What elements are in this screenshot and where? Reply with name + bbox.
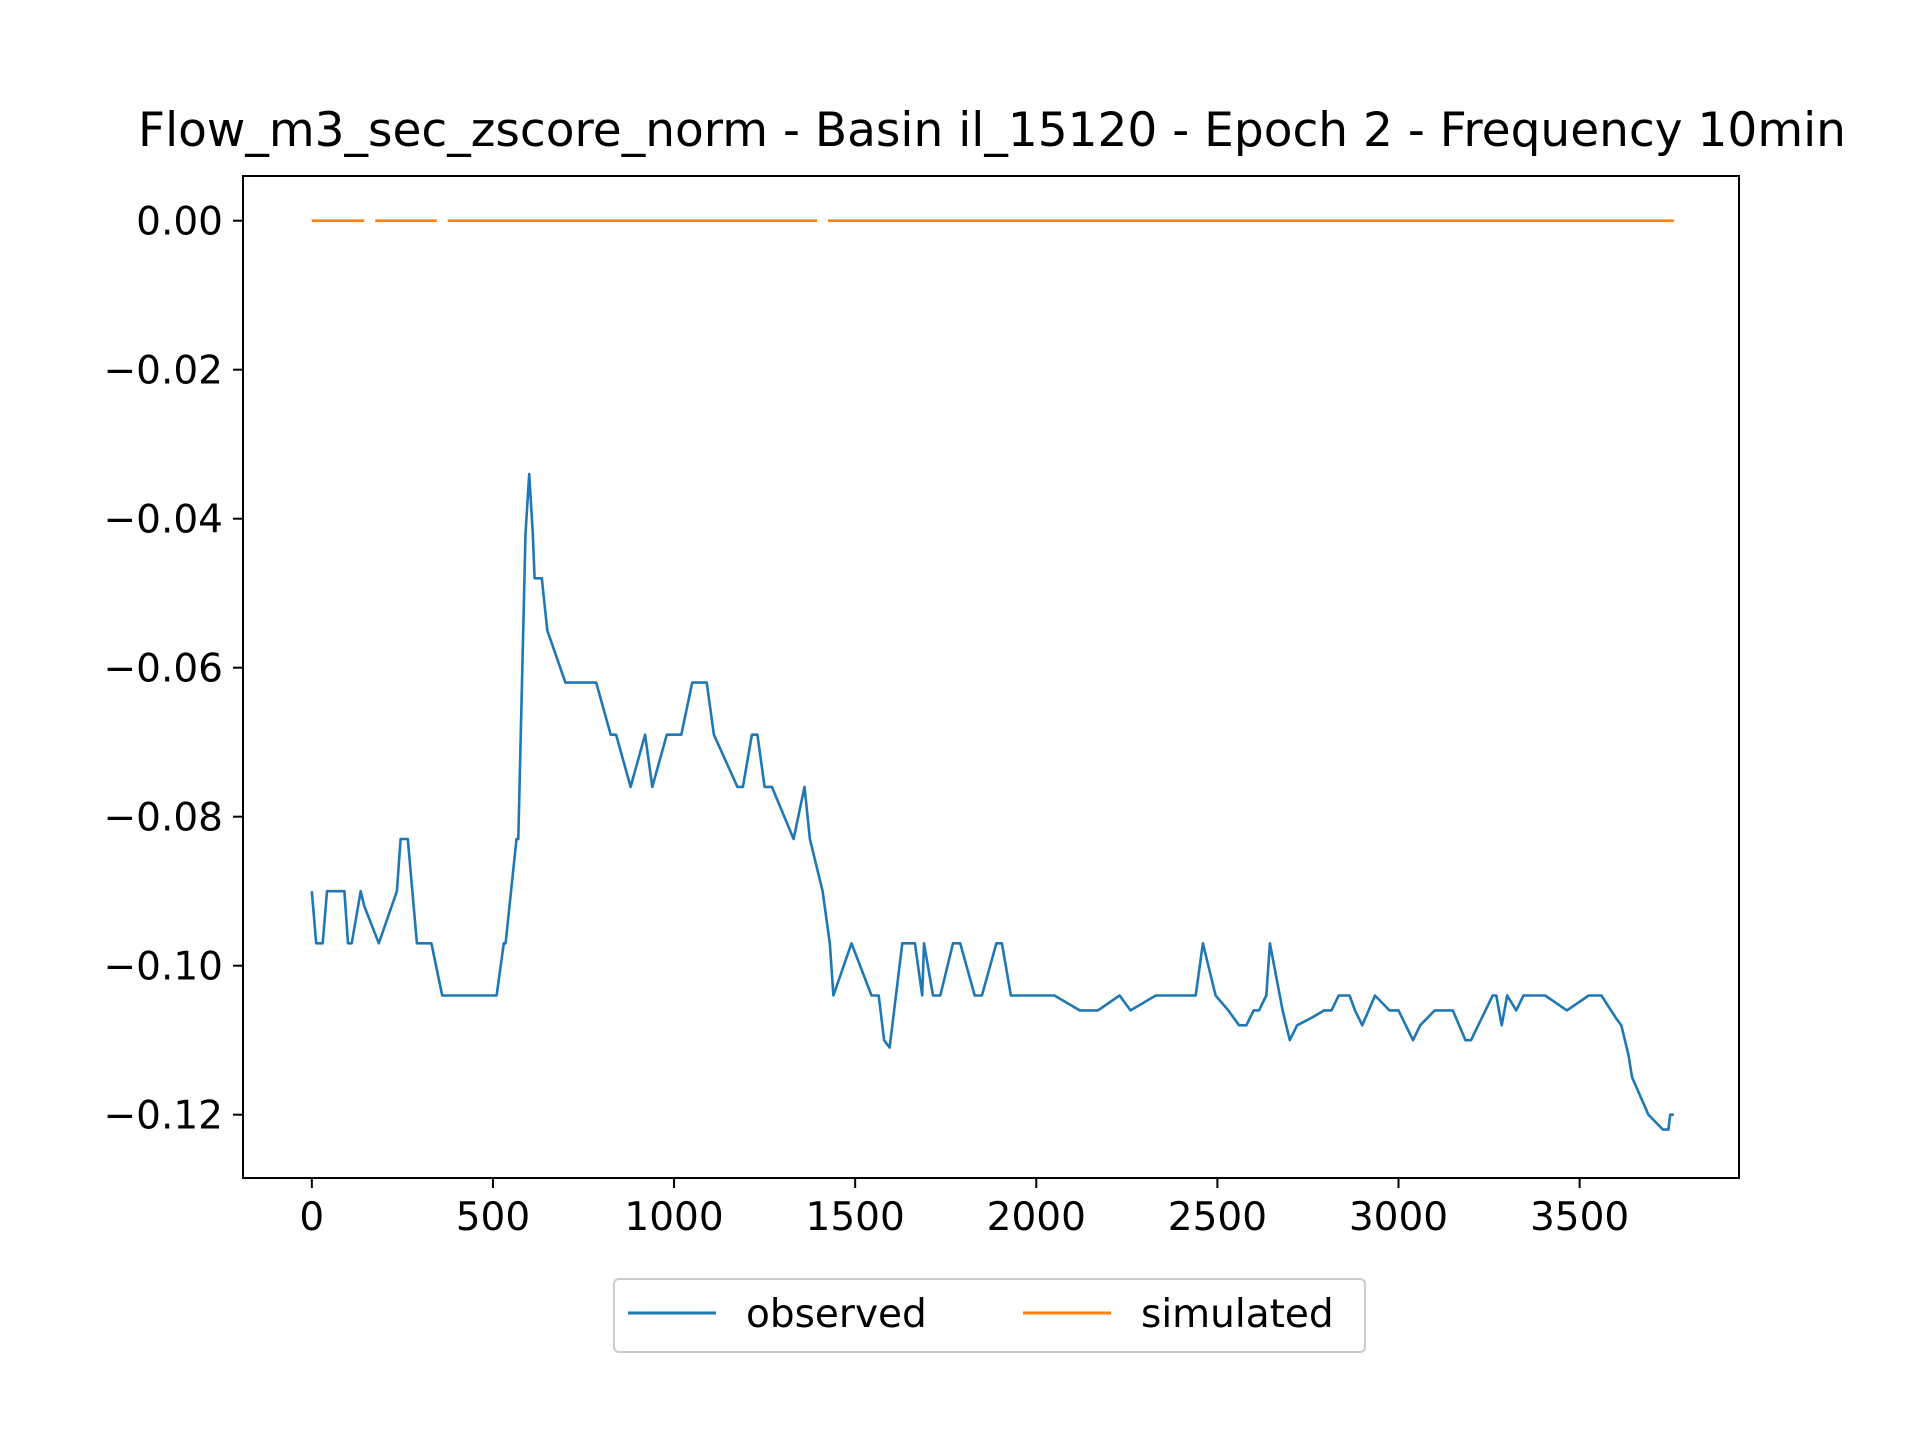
y-tick-label: −0.06 [103,647,223,692]
y-axis: 0.00 −0.02 −0.04 −0.06 −0.08 −0.10 −0.12 [103,200,243,1139]
chart-title: Flow_m3_sec_zscore_norm - Basin il_15120… [138,103,1846,158]
y-tick-label: −0.10 [103,945,223,990]
legend-label-observed: observed [746,1292,927,1337]
x-tick-label: 3000 [1349,1195,1448,1240]
y-tick-label: −0.12 [103,1094,223,1139]
y-tick-label: −0.08 [103,796,223,841]
y-tick-label: −0.04 [103,498,223,543]
x-tick-label: 1000 [624,1195,723,1240]
series-observed [310,472,1674,1131]
axes-frame [242,175,1740,1179]
x-axis: 0 500 1000 1500 2000 2500 3000 3500 [299,1178,1629,1240]
x-tick-label: 500 [456,1195,530,1240]
series-line-observed [310,472,1674,1131]
legend-box [613,1278,1366,1353]
y-tick-label: −0.02 [103,349,223,394]
legend: observed simulated [613,1278,1366,1353]
series-layer [310,219,1674,1131]
y-tick-label: 0.00 [136,200,223,245]
x-tick-label: 2500 [1168,1195,1267,1240]
legend-label-simulated: simulated [1141,1292,1334,1337]
x-tick-label: 0 [299,1195,324,1240]
x-tick-label: 3500 [1530,1195,1629,1240]
x-tick-label: 2000 [987,1195,1086,1240]
x-tick-label: 1500 [806,1195,905,1240]
plot-area: 0 500 1000 1500 2000 2500 3000 3500 0.00 −0.02 −0… [103,175,1740,1240]
